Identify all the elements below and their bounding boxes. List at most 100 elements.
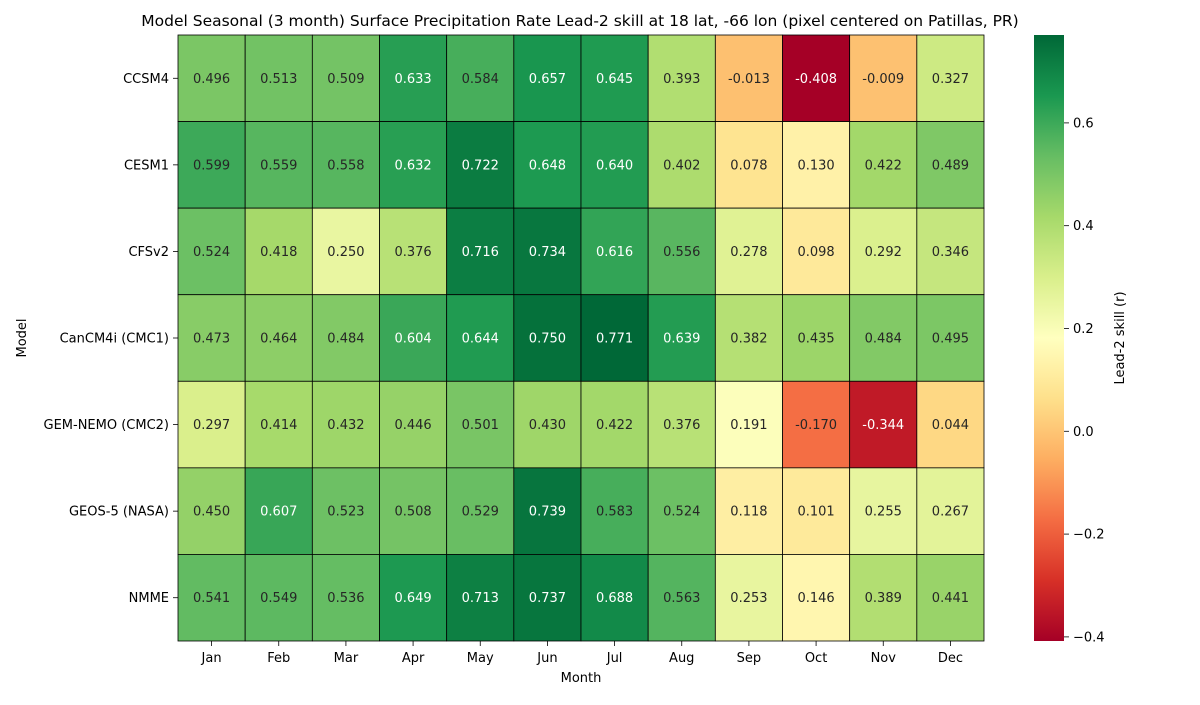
- heatmap-cell: [311, 294, 380, 382]
- cell-value-label: 0.737: [529, 591, 566, 606]
- cell-value-label: 0.558: [327, 158, 364, 173]
- x-tick-label: Dec: [938, 651, 963, 666]
- cell-value-label: 0.430: [529, 418, 566, 433]
- heatmap-cell: [177, 380, 246, 469]
- cell-value-label: 0.496: [193, 72, 230, 87]
- cell-value-label: 0.632: [394, 158, 431, 173]
- heatmap-cell: [177, 467, 246, 555]
- cell-value-label: 0.044: [932, 418, 969, 433]
- cell-value-label: 0.101: [797, 505, 834, 520]
- heatmap-cell: [446, 554, 515, 642]
- heatmap-cell: [714, 121, 783, 209]
- cell-value-label: 0.446: [394, 418, 431, 433]
- y-axis-label: Model: [15, 318, 30, 357]
- heatmap-cell: [782, 467, 851, 555]
- colorbar-tick-label: 0.4: [1073, 219, 1094, 234]
- colorbar: −0.4 −0.2 0.0 0.2 0.4 0.6: [1034, 35, 1105, 645]
- heatmap-cell: [916, 34, 985, 122]
- y-tick-label: CanCM4i (CMC1): [60, 332, 169, 347]
- heatmap-cell: [916, 121, 985, 209]
- cell-value-label: 0.536: [327, 591, 364, 606]
- x-axis-label: Month: [561, 671, 602, 686]
- cell-value-label: 0.607: [260, 505, 297, 520]
- x-tick-label: Jul: [606, 651, 623, 666]
- heatmap-cell: [311, 207, 380, 296]
- heatmap-cell: [311, 121, 380, 209]
- cell-value-label: 0.464: [260, 332, 297, 347]
- cell-value-label: 0.541: [193, 591, 230, 606]
- cell-value-label: 0.078: [730, 158, 767, 173]
- x-tick-label: May: [467, 651, 494, 666]
- cell-value-label: -0.408: [795, 72, 837, 87]
- cell-value-label: 0.414: [260, 418, 297, 433]
- cell-value-label: 0.509: [327, 72, 364, 87]
- chart-title: Model Seasonal (3 month) Surface Precipi…: [141, 12, 1018, 30]
- heatmap-cell: [244, 554, 313, 642]
- heatmap-cell: [647, 121, 716, 209]
- cell-value-label: 0.376: [663, 418, 700, 433]
- cell-value-label: 0.346: [932, 245, 969, 260]
- x-tick-label: Apr: [402, 651, 425, 666]
- cell-value-label: 0.118: [730, 505, 767, 520]
- heatmap-cell: [916, 294, 985, 382]
- cell-value-label: 0.556: [663, 245, 700, 260]
- cell-value-label: 0.327: [932, 72, 969, 87]
- heatmap-cell: [311, 554, 380, 642]
- y-tick-label: GEM-NEMO (CMC2): [44, 418, 170, 433]
- heatmap-cell: [379, 121, 448, 209]
- cell-value-label: 0.639: [663, 332, 700, 347]
- cell-value-label: 0.713: [462, 591, 499, 606]
- colorbar-gradient: [1034, 35, 1064, 641]
- cell-value-label: 0.450: [193, 505, 230, 520]
- heatmap-cell: [580, 467, 649, 555]
- cell-value-label: 0.604: [394, 332, 431, 347]
- cell-value-label: 0.255: [865, 505, 902, 520]
- cell-value-label: 0.297: [193, 418, 230, 433]
- x-tick-label: Feb: [267, 651, 290, 666]
- cell-value-label: 0.495: [932, 332, 969, 347]
- heatmap-cell: [513, 554, 582, 642]
- cell-value-label: 0.523: [327, 505, 364, 520]
- heatmap-cell: [714, 554, 783, 642]
- cell-value-label: 0.549: [260, 591, 297, 606]
- cell-value-label: 0.739: [529, 505, 566, 520]
- cell-value-label: -0.009: [862, 72, 904, 87]
- cell-value-label: 0.640: [596, 158, 633, 173]
- y-tick-label: NMME: [129, 591, 169, 606]
- cell-value-label: 0.734: [529, 245, 566, 260]
- colorbar-tick-label: −0.2: [1073, 528, 1105, 543]
- x-tick-label: Jan: [201, 651, 222, 666]
- y-tick-label: GEOS-5 (NASA): [69, 505, 169, 520]
- cell-value-label: 0.267: [932, 505, 969, 520]
- heatmap-cell: [379, 554, 448, 642]
- cell-value-label: 0.473: [193, 332, 230, 347]
- cell-value-label: 0.524: [663, 505, 700, 520]
- cell-value-label: 0.649: [394, 591, 431, 606]
- heatmap-cell: [311, 380, 380, 469]
- heatmap-cell: [849, 294, 918, 382]
- cell-value-label: 0.484: [327, 332, 364, 347]
- cell-value-label: -0.170: [795, 418, 837, 433]
- heatmap-cell: [379, 294, 448, 382]
- heatmap-cell: [647, 467, 716, 555]
- cell-value-label: 0.616: [596, 245, 633, 260]
- cell-value-label: 0.191: [730, 418, 767, 433]
- heatmap-cell: [177, 294, 246, 382]
- cell-value-label: 0.484: [865, 332, 902, 347]
- cell-value-label: 0.716: [462, 245, 499, 260]
- colorbar-label: Lead-2 skill (r): [1113, 291, 1128, 384]
- heatmap-cell: [916, 467, 985, 555]
- heatmap-cell: [379, 207, 448, 296]
- heatmap-cell: [580, 207, 649, 296]
- cell-value-label: 0.584: [462, 72, 499, 87]
- heatmap-cell: [311, 34, 380, 122]
- y-tick-label: CFSv2: [128, 245, 169, 260]
- y-tick-label: CESM1: [124, 158, 169, 173]
- y-tick-label: CCSM4: [123, 72, 169, 87]
- cell-value-label: 0.389: [865, 591, 902, 606]
- heatmap-cell: [446, 121, 515, 209]
- heatmap-cell: [849, 207, 918, 296]
- cell-value-label: 0.648: [529, 158, 566, 173]
- cell-value-label: 0.501: [462, 418, 499, 433]
